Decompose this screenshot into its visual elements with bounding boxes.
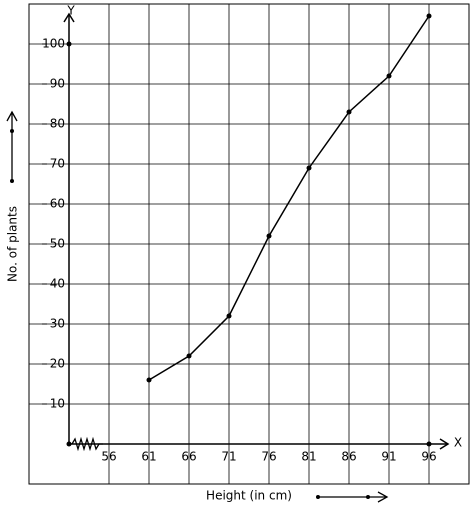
data-point [386, 73, 392, 79]
decor-arrowhead [377, 491, 389, 503]
data-point [306, 165, 312, 171]
x-tick-label: 76 [261, 450, 276, 464]
data-point [226, 313, 232, 319]
x-axis-arrow [439, 438, 450, 450]
decor-arrowhead [6, 110, 18, 122]
y-tick-label: 30 [50, 317, 65, 331]
y-tick-label: 60 [50, 197, 65, 211]
x-tick-label: 71 [221, 450, 236, 464]
x-axis-name: X [454, 436, 462, 450]
x-tick-label: 61 [141, 450, 156, 464]
y-axis-label: No. of plants [6, 206, 20, 282]
data-line [148, 15, 430, 381]
decor-dot [316, 495, 320, 499]
data-point [186, 353, 192, 359]
y-tick-label: 100 [42, 37, 65, 51]
y-tick-label: 90 [50, 77, 65, 91]
y-tick-label: 70 [50, 157, 65, 171]
y-tick-label: 80 [50, 117, 65, 131]
y-tick-label: 40 [50, 277, 65, 291]
x-tick-label: 56 [101, 450, 116, 464]
decor-dot [10, 179, 14, 183]
axis-break [71, 436, 103, 452]
x-tick-label: 86 [341, 450, 356, 464]
x-tick-label: 91 [381, 450, 396, 464]
origin-dot [66, 441, 72, 447]
decor-dot [10, 129, 14, 133]
x-tick-label: 81 [301, 450, 316, 464]
x-tick-label: 96 [421, 450, 436, 464]
y-axis-name: Y [66, 4, 75, 18]
x-axis-label: Height (in cm) [206, 489, 292, 503]
data-point [266, 233, 272, 239]
data-point [146, 377, 152, 383]
y-tick-label: 20 [50, 357, 65, 371]
y-tick-label: 10 [50, 397, 65, 411]
decor-dot [366, 495, 370, 499]
y-tick-label: 50 [50, 237, 65, 251]
y-axis-arrow [63, 12, 75, 23]
data-point [426, 13, 432, 19]
x-tick-label: 66 [181, 450, 196, 464]
data-point [346, 109, 352, 115]
